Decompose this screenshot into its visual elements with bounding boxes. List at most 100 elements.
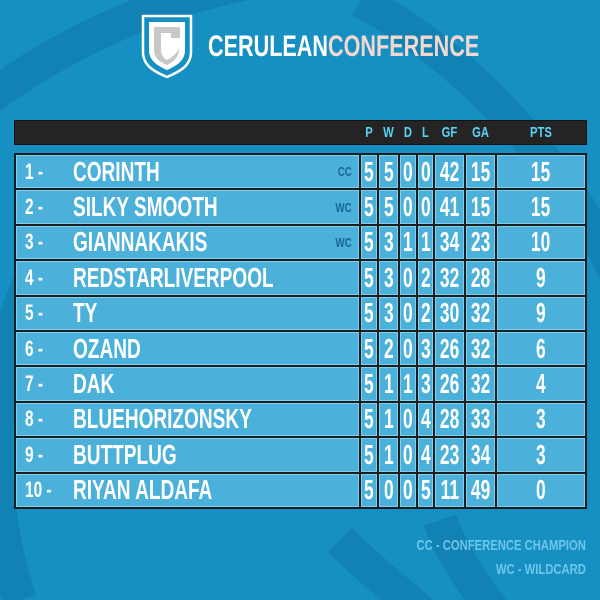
stat-p: 5 (361, 473, 377, 507)
stat-pts: 9 (497, 296, 585, 330)
stat-w: 0 (379, 473, 398, 507)
stat-d: 0 (400, 261, 416, 295)
stat-pts: 15 (497, 190, 585, 224)
team-cell: 10 - RIYAN ALDAFA (16, 473, 359, 507)
stat-pts: 6 (497, 331, 585, 366)
stat-pts: 3 (497, 438, 585, 472)
column-header-gf: GF (441, 124, 458, 141)
rank: 1 - (25, 158, 43, 184)
stat-d: 0 (400, 473, 416, 507)
team-cell: 8 - BLUEHORIZONSKY (16, 402, 359, 437)
stat-l: 4 (418, 438, 433, 472)
table-row: 6 - OZAND 5 2 0 3 26 32 6 (16, 331, 585, 366)
background-swirl (0, 0, 248, 111)
stat-pts: 0 (497, 473, 585, 507)
stat-l: 1 (418, 225, 433, 260)
stat-w: 5 (379, 155, 398, 189)
stat-p: 5 (361, 190, 377, 224)
team-name: OZAND (73, 332, 141, 364)
stat-w: 3 (379, 261, 398, 295)
rank: 4 - (25, 264, 43, 290)
stat-ga: 34 (466, 438, 495, 472)
stat-ga: 32 (466, 331, 495, 366)
stat-p: 5 (361, 225, 377, 260)
column-header-ga: GA (472, 124, 489, 141)
stat-ga: 15 (466, 190, 495, 224)
rank: 2 - (25, 194, 43, 220)
stat-gf: 11 (435, 473, 464, 507)
team-cell: 5 - TY (16, 296, 359, 330)
stat-d: 0 (400, 438, 416, 472)
stat-gf: 34 (435, 225, 464, 260)
table-row: 10 - RIYAN ALDAFA 5 0 0 5 11 49 0 (16, 473, 585, 507)
title-part-2: CONFERENCE (328, 30, 480, 63)
stat-d: 0 (400, 296, 416, 330)
rank: 6 - (25, 335, 43, 361)
rank: 10 - (25, 477, 52, 503)
stat-p: 5 (361, 296, 377, 330)
stat-pts: 15 (497, 155, 585, 189)
rank: 9 - (25, 441, 43, 467)
standings-table: 1 - CORINTH CC 5 5 0 0 42 15 15 2 - SILKY SMOOTH WC 5… (14, 153, 587, 509)
stat-gf: 26 (435, 331, 464, 366)
table-row: 7 - DAK 5 1 1 3 26 32 4 (16, 367, 585, 401)
column-header-bar: P W D L GF GA PTS (14, 120, 587, 145)
team-cell: 2 - SILKY SMOOTH WC (16, 190, 359, 224)
stat-d: 0 (400, 190, 416, 224)
stat-d: 0 (400, 402, 416, 437)
team-name: GIANNAKAKIS (73, 226, 208, 258)
stat-w: 1 (379, 438, 398, 472)
rank: 7 - (25, 371, 43, 397)
column-header-l: L (422, 124, 429, 141)
stat-ga: 49 (466, 473, 495, 507)
rank: 8 - (25, 406, 43, 432)
column-header-d: D (403, 124, 413, 141)
title-part-1: CERULEAN (208, 30, 329, 63)
stat-gf: 41 (435, 190, 464, 224)
stat-ga: 32 (466, 296, 495, 330)
stat-gf: 32 (435, 261, 464, 295)
stat-w: 1 (379, 402, 398, 437)
stat-d: 0 (400, 331, 416, 366)
stat-l: 0 (418, 190, 433, 224)
table-row: 5 - TY 5 3 0 2 30 32 9 (16, 296, 585, 330)
stat-ga: 23 (466, 225, 495, 260)
team-name: BLUEHORIZONSKY (73, 403, 252, 435)
table-row: 4 - REDSTARLIVERPOOL 5 3 0 2 32 28 9 (16, 261, 585, 295)
qualification-badge: CC (337, 164, 352, 180)
table-row: 9 - BUTTPLUG 5 1 0 4 23 34 3 (16, 438, 585, 472)
table-row: 3 - GIANNAKAKIS WC 5 3 1 1 34 23 10 (16, 225, 585, 260)
table-row: 2 - SILKY SMOOTH WC 5 5 0 0 41 15 15 (16, 190, 585, 224)
legend-wc: WC - WILDCARD (496, 561, 586, 578)
team-cell: 9 - BUTTPLUG (16, 438, 359, 472)
stat-l: 2 (418, 261, 433, 295)
stat-p: 5 (361, 155, 377, 189)
team-cell: 6 - OZAND (16, 331, 359, 366)
stat-p: 5 (361, 331, 377, 366)
stat-gf: 28 (435, 402, 464, 437)
stat-w: 5 (379, 190, 398, 224)
qualification-badge: WC (335, 199, 352, 215)
stat-p: 5 (361, 261, 377, 295)
rank: 5 - (25, 300, 43, 326)
stat-pts: 3 (497, 402, 585, 437)
stat-l: 3 (418, 331, 433, 366)
stat-gf: 23 (435, 438, 464, 472)
qualification-badge: WC (335, 234, 352, 250)
team-name: DAK (73, 368, 115, 400)
team-cell: 4 - REDSTARLIVERPOOL (16, 261, 359, 295)
stat-pts: 9 (497, 261, 585, 295)
stat-gf: 30 (435, 296, 464, 330)
team-cell: 3 - GIANNAKAKIS WC (16, 225, 359, 260)
team-name: RIYAN ALDAFA (73, 474, 213, 506)
column-header-p: P (365, 124, 373, 141)
shield-logo-icon (141, 14, 193, 78)
stat-ga: 33 (466, 402, 495, 437)
stat-l: 4 (418, 402, 433, 437)
team-name: SILKY SMOOTH (73, 191, 218, 223)
stat-l: 3 (418, 367, 433, 401)
team-name: REDSTARLIVERPOOL (73, 261, 274, 293)
team-name: CORINTH (73, 155, 160, 187)
column-header-pts: PTS (530, 124, 552, 141)
